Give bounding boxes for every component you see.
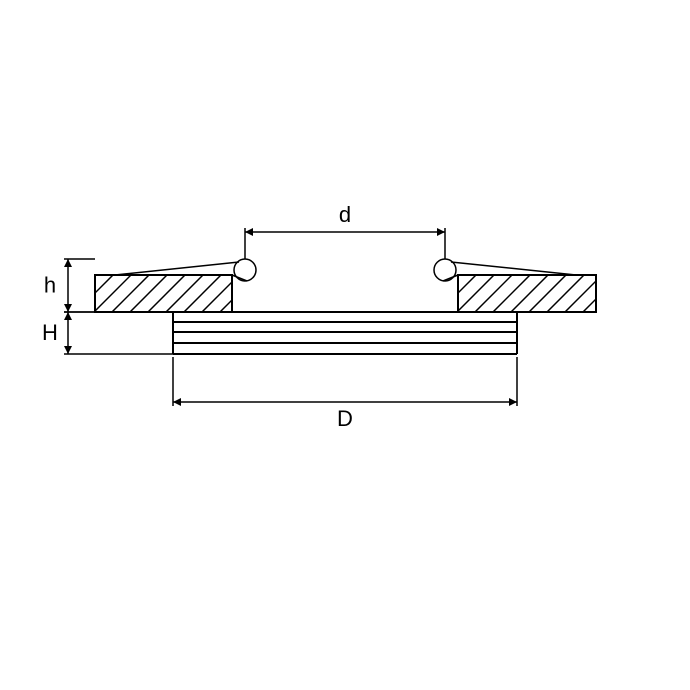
svg-text:H: H	[42, 320, 58, 345]
cross-section-diagram: d DhH	[0, 0, 690, 690]
svg-text:h: h	[44, 273, 56, 298]
svg-text:d: d	[339, 202, 351, 227]
svg-text:D: D	[337, 406, 353, 431]
